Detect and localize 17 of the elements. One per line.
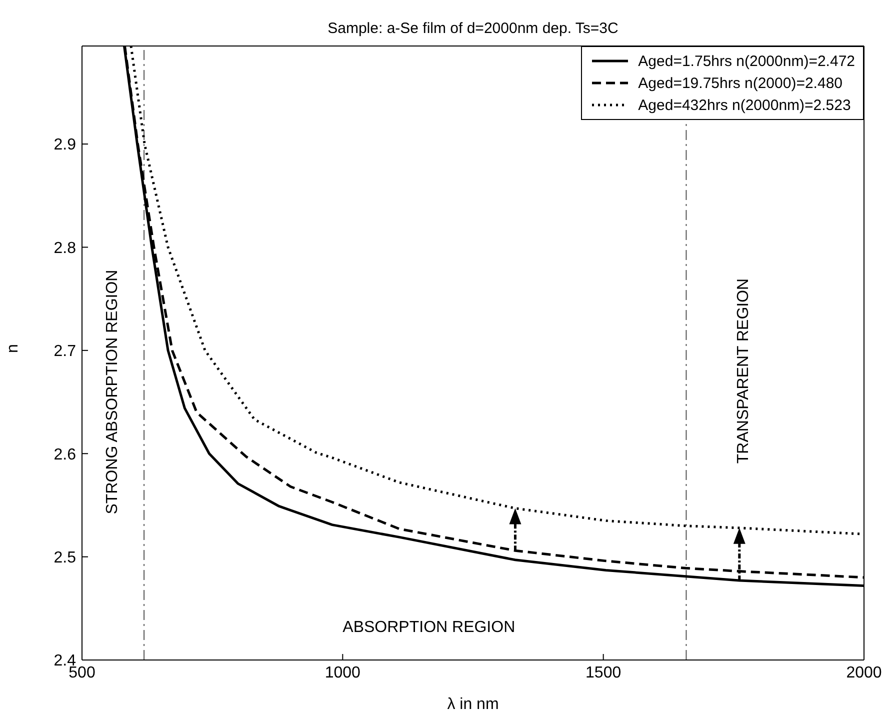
x-axis-title: λ in nm bbox=[447, 696, 499, 713]
y-axis-title: n bbox=[4, 344, 22, 353]
chart-title: Sample: a-Se film of d=2000nm dep. Ts=3C bbox=[326, 20, 620, 37]
y-tick-label: 2.8 bbox=[54, 240, 76, 257]
y-tick-label: 2.5 bbox=[54, 549, 76, 566]
legend-label: Aged=1.75hrs n(2000nm)=2.472 bbox=[638, 52, 855, 70]
legend-label: Aged=432hrs n(2000nm)=2.523 bbox=[638, 96, 851, 114]
annotation: TRANSPARENT REGION bbox=[735, 278, 754, 464]
legend-label: Aged=19.75hrs n(2000)=2.480 bbox=[638, 74, 843, 92]
y-tick-label: 2.7 bbox=[54, 343, 76, 360]
y-tick-label: 2.6 bbox=[54, 446, 76, 464]
annotation: STRONG ABSORPTION REGION bbox=[104, 269, 122, 514]
x-tick-label: 1500 bbox=[586, 664, 622, 682]
x-tick-label: 1000 bbox=[324, 664, 361, 682]
x-tick-label: 2000 bbox=[846, 664, 882, 682]
y-tick-label: 2.9 bbox=[54, 136, 76, 154]
annotation: ABSORPTION REGION bbox=[342, 618, 516, 637]
